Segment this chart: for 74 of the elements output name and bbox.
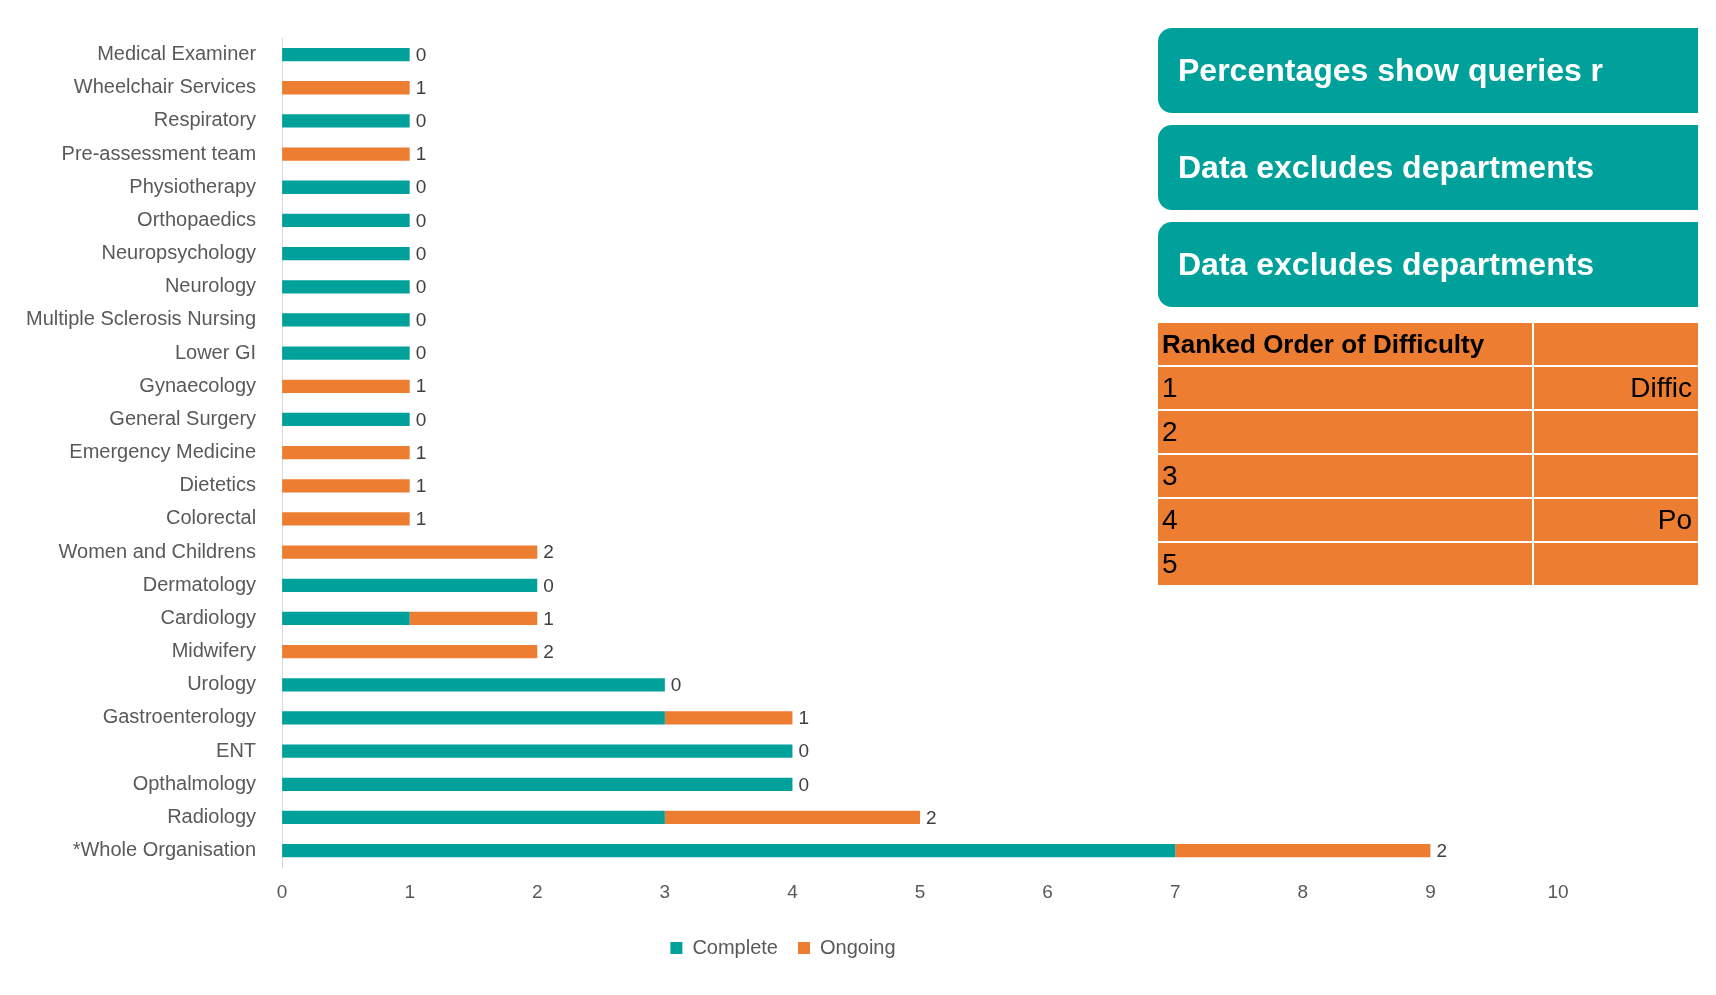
y-tick-label: Lower GI — [174, 340, 257, 363]
data-label: 0 — [415, 242, 427, 264]
y-tick-label: Wheelchair Services — [73, 75, 257, 98]
y-tick-label: Gastroenterology — [102, 705, 257, 728]
x-tick-label: 1 — [404, 880, 415, 902]
y-tick-label: Respiratory — [153, 108, 257, 131]
y-tick-label: Women and Childrens — [58, 539, 257, 562]
y-tick-label: Multiple Sclerosis Nursing — [26, 307, 257, 330]
y-tick-label: Gynaecology — [139, 373, 257, 396]
data-label: 0 — [415, 275, 427, 297]
x-tick-label: 8 — [1297, 880, 1309, 902]
data-label: 0 — [415, 176, 427, 198]
y-tick-label: Orthopaedics — [137, 207, 257, 230]
x-tick-label: 3 — [659, 880, 671, 902]
data-label: 1 — [415, 143, 427, 165]
data-label: 1 — [798, 707, 810, 729]
y-tick-label: General Surgery — [109, 406, 257, 429]
note-box: Data excludes departments — [1158, 125, 1698, 210]
data-label: 0 — [543, 574, 554, 596]
y-tick-label: Neurology — [164, 274, 257, 297]
data-label: 0 — [798, 773, 810, 795]
data-label: 0 — [670, 674, 682, 696]
note-box: Percentages show queries r — [1158, 28, 1698, 113]
data-label: 0 — [415, 209, 427, 231]
annotation: 3 — [1158, 455, 1534, 497]
data-label: 1 — [415, 475, 427, 496]
x-tick-label: 4 — [787, 880, 799, 902]
annotation: 4 — [1158, 499, 1534, 541]
data-label: 0 — [415, 408, 427, 430]
y-tick-label: Cardiology — [160, 605, 257, 628]
y-tick-label: Dermatology — [142, 572, 257, 595]
text: Po — [1657, 504, 1692, 535]
y-tick-label: ENT — [216, 738, 257, 761]
data-label: 0 — [415, 342, 427, 364]
x-tick-label: 7 — [1169, 880, 1181, 902]
y-tick-label: Pre-assessment team — [61, 141, 257, 164]
data-label: 1 — [415, 508, 427, 530]
data-label: 2 — [543, 640, 554, 662]
note-box: Data excludes departments — [1158, 222, 1698, 307]
y-tick-label: Medical Examiner — [97, 42, 257, 65]
y-tick-label: Radiology — [167, 804, 257, 827]
y-tick-label: Emergency Medicine — [69, 440, 257, 463]
legend-label: Complete — [692, 935, 778, 958]
data-label: 0 — [798, 740, 810, 762]
annotation: 2 — [1158, 411, 1534, 453]
y-tick-label: Opthalmology — [132, 771, 257, 794]
annotation: 1 — [1158, 367, 1534, 409]
data-label: 0 — [415, 110, 427, 132]
data-label: 1 — [415, 76, 427, 98]
text: Diffic — [1630, 372, 1692, 403]
data-label: 0 — [415, 43, 427, 65]
y-tick-label: *Whole Organisation — [72, 838, 257, 861]
y-tick-label: Midwifery — [171, 639, 257, 662]
data-label: 2 — [926, 806, 937, 828]
data-label: 1 — [415, 375, 427, 397]
annotation: Ranked Order of Difficulty — [1158, 323, 1534, 365]
data-label: 1 — [415, 441, 427, 463]
x-tick-label: 9 — [1425, 880, 1436, 902]
data-label: 0 — [415, 309, 427, 331]
legend-label: Ongoing — [819, 935, 896, 958]
x-tick-label: 5 — [914, 880, 926, 902]
x-tick-label: 6 — [1042, 880, 1053, 902]
y-tick-label: Neuropsychology — [101, 241, 257, 264]
x-tick-label: 0 — [276, 880, 288, 902]
y-tick-label: Dietetics — [179, 473, 257, 496]
y-tick-label: Physiotherapy — [129, 174, 257, 197]
x-tick-label: 2 — [531, 880, 543, 902]
y-tick-label: Colorectal — [166, 506, 257, 529]
data-label: 2 — [1436, 839, 1447, 861]
data-label: 2 — [543, 541, 554, 563]
y-tick-label: Urology — [187, 672, 257, 695]
data-label: 1 — [543, 607, 554, 629]
x-tick-label: 10 — [1547, 880, 1569, 902]
annotation: 5 — [1158, 543, 1534, 585]
